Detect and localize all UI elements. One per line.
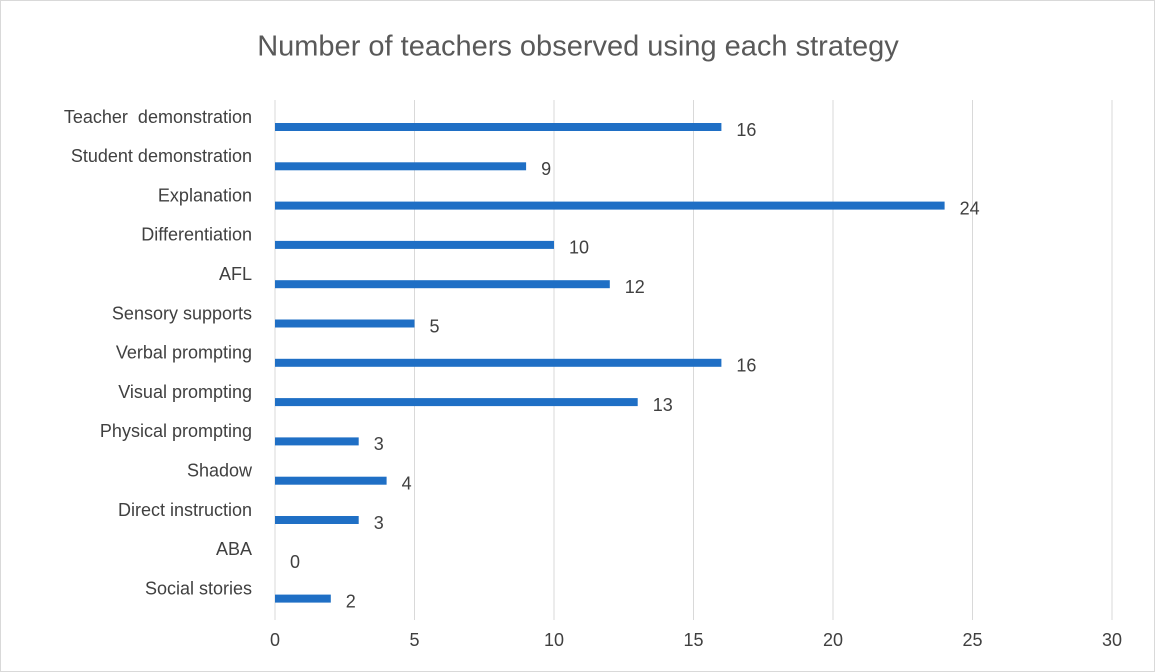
data-label: 24: [960, 198, 980, 218]
x-tick-label: 15: [683, 630, 703, 650]
y-tick-label: Explanation: [158, 185, 252, 205]
y-tick-label: Sensory supports: [112, 303, 252, 323]
y-tick-label: AFL: [219, 264, 252, 284]
data-label: 3: [374, 513, 384, 533]
bar: [275, 358, 722, 367]
y-tick-label: Visual prompting: [118, 382, 252, 402]
y-tick-label: Direct instruction: [118, 500, 252, 520]
x-tick-label: 10: [544, 630, 564, 650]
x-tick-label: 30: [1102, 630, 1122, 650]
y-tick-label: Social stories: [145, 578, 252, 598]
bar: [275, 319, 415, 328]
data-label: 16: [736, 356, 756, 376]
y-tick-label: Verbal prompting: [116, 343, 252, 363]
y-tick-label: Shadow: [187, 460, 253, 480]
y-tick-label: Student demonstration: [71, 146, 252, 166]
data-label: 4: [402, 473, 412, 493]
data-label: 5: [430, 316, 440, 336]
data-label: 3: [374, 434, 384, 454]
bar: [275, 437, 359, 446]
data-label: 13: [653, 395, 673, 415]
bar: [275, 162, 527, 171]
bar: [275, 476, 387, 485]
data-label: 12: [625, 277, 645, 297]
data-label: 16: [736, 120, 756, 140]
y-tick-label: Teacher demonstration: [64, 107, 252, 127]
bar: [275, 240, 554, 249]
bar: [275, 398, 638, 407]
data-label: 2: [346, 591, 356, 611]
bar: [275, 516, 359, 524]
x-tick-label: 25: [962, 630, 982, 650]
bar: [275, 123, 722, 131]
y-tick-label: ABA: [216, 539, 252, 559]
bar: [275, 280, 610, 289]
x-tick-label: 20: [823, 630, 843, 650]
data-label: 0: [290, 552, 300, 572]
y-tick-label: Differentiation: [141, 225, 252, 245]
bar: [275, 201, 945, 210]
x-tick-label: 0: [270, 630, 280, 650]
data-label: 10: [569, 238, 589, 258]
chart-title: Number of teachers observed using each s…: [257, 31, 899, 63]
data-label: 9: [541, 159, 551, 179]
y-tick-label: Physical prompting: [100, 421, 252, 441]
x-tick-label: 5: [409, 630, 419, 650]
bar: [275, 594, 331, 603]
